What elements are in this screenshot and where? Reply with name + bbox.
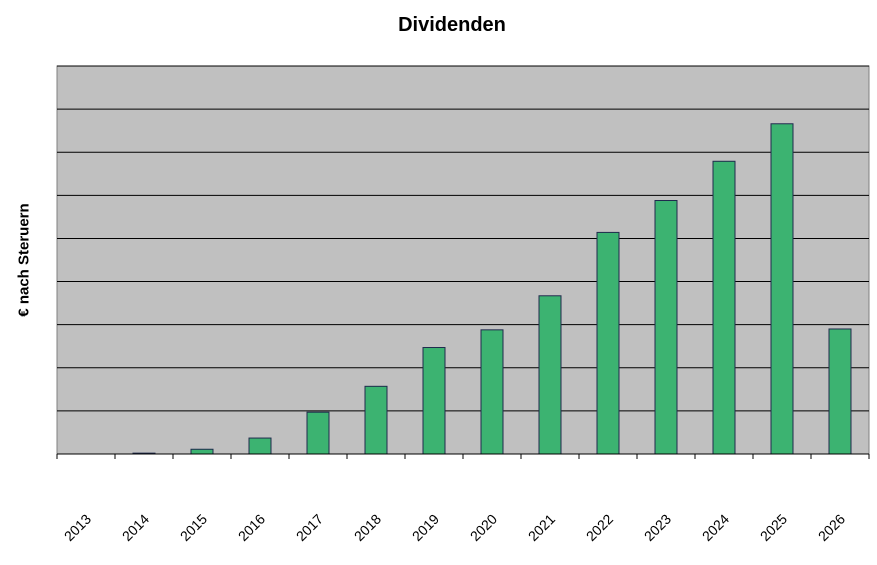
bar-2018 — [364, 385, 388, 455]
bar-2023 — [654, 200, 678, 455]
bar-2024 — [712, 160, 736, 455]
x-tick-label: 2015 — [177, 511, 210, 544]
x-tick-label: 2017 — [293, 511, 326, 544]
bar-2019 — [422, 347, 446, 455]
x-tick-label: 2019 — [409, 511, 442, 544]
x-tick-label: 2022 — [583, 511, 616, 544]
x-tick-label: 2013 — [61, 511, 94, 544]
bar-2026 — [828, 328, 852, 455]
x-tick-label: 2023 — [641, 511, 674, 544]
x-tick-label: 2024 — [699, 511, 732, 544]
x-tick-label: 2020 — [467, 511, 500, 544]
bar-2015 — [190, 448, 214, 455]
plot-area — [56, 65, 870, 455]
x-axis — [56, 453, 870, 459]
bar-2016 — [248, 437, 272, 455]
x-tick-label: 2025 — [757, 511, 790, 544]
x-tick-label: 2016 — [235, 511, 268, 544]
x-tick-label: 2021 — [525, 511, 558, 544]
bar-2020 — [480, 329, 504, 455]
bar-2017 — [306, 411, 330, 455]
x-tick-label: 2014 — [119, 511, 152, 544]
x-tick-labels: 2013 2014 2015 2016 2017 2018 2019 2020 2021 2022… — [61, 511, 848, 544]
chart-title: Dividenden — [398, 14, 506, 36]
bar-2021 — [538, 295, 562, 455]
x-tick-label: 2026 — [815, 511, 848, 544]
bar-2022 — [596, 231, 620, 455]
bar-2025 — [770, 123, 794, 455]
x-tick-label: 2018 — [351, 511, 384, 544]
